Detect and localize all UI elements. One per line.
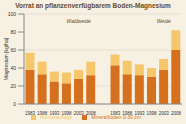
svg-text:60: 60 (10, 47, 16, 53)
svg-text:1993: 1993 (49, 111, 60, 116)
svg-text:40: 40 (10, 65, 16, 71)
svg-text:Waldweide: Waldweide (67, 18, 92, 24)
svg-text:2003: 2003 (74, 111, 85, 116)
svg-text:20: 20 (10, 83, 16, 89)
svg-text:1983: 1983 (110, 111, 121, 116)
svg-text:Magnesium [kg/ha]: Magnesium [kg/ha] (8, 37, 9, 80)
svg-text:0: 0 (13, 101, 16, 107)
svg-text:80: 80 (10, 29, 16, 35)
svg-text:2003: 2003 (159, 111, 170, 116)
svg-text:1998: 1998 (62, 111, 73, 116)
svg-text:Weide: Weide (157, 18, 171, 24)
svg-text:2008: 2008 (86, 111, 97, 116)
svg-text:2008: 2008 (171, 111, 178, 116)
svg-text:100: 100 (8, 12, 16, 17)
svg-text:1983: 1983 (25, 111, 36, 116)
svg-text:1988: 1988 (37, 111, 48, 116)
svg-text:1988: 1988 (122, 111, 133, 116)
svg-text:1993: 1993 (134, 111, 145, 116)
svg-text:1998: 1998 (147, 111, 158, 116)
